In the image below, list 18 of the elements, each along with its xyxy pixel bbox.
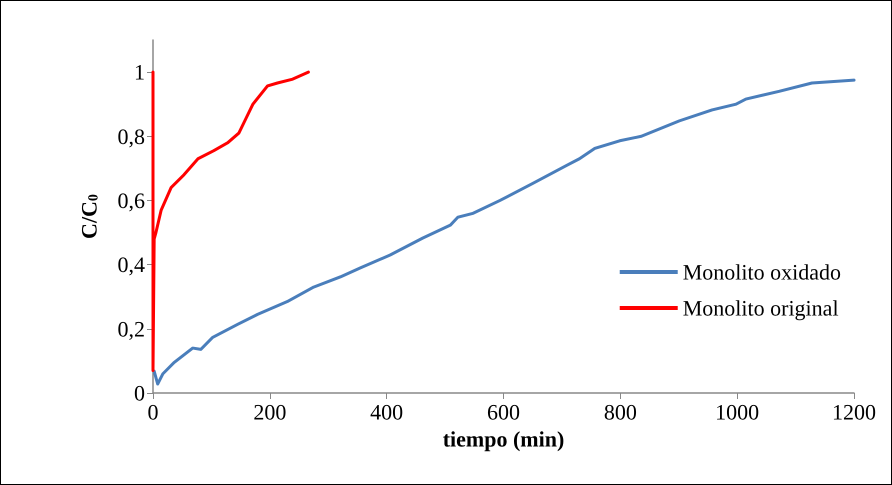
x-tick-label: 1000 bbox=[715, 400, 760, 424]
legend-label: Monolito original bbox=[682, 296, 839, 320]
y-tick-label: 0,6 bbox=[118, 188, 145, 213]
y-tick-label: 0,2 bbox=[118, 316, 145, 342]
legend-label: Monolito oxidado bbox=[682, 260, 842, 284]
x-tick-label: 400 bbox=[370, 400, 404, 424]
x-axis-title: tiempo (min) bbox=[442, 426, 564, 452]
line-series bbox=[152, 78, 856, 386]
y-tick-label: 0,4 bbox=[118, 252, 145, 278]
x-tick-label: 600 bbox=[487, 400, 520, 424]
y-tick-label: 0,8 bbox=[118, 124, 145, 149]
y-axis-title: C/C0 bbox=[76, 194, 102, 239]
x-tick-label: 1200 bbox=[832, 400, 876, 424]
x-tick-label: 200 bbox=[253, 400, 286, 424]
x-tick-label: 800 bbox=[604, 400, 637, 424]
line-series bbox=[152, 70, 310, 372]
y-tick-label: 1 bbox=[134, 60, 145, 85]
y-tick-label: 0 bbox=[134, 380, 145, 406]
